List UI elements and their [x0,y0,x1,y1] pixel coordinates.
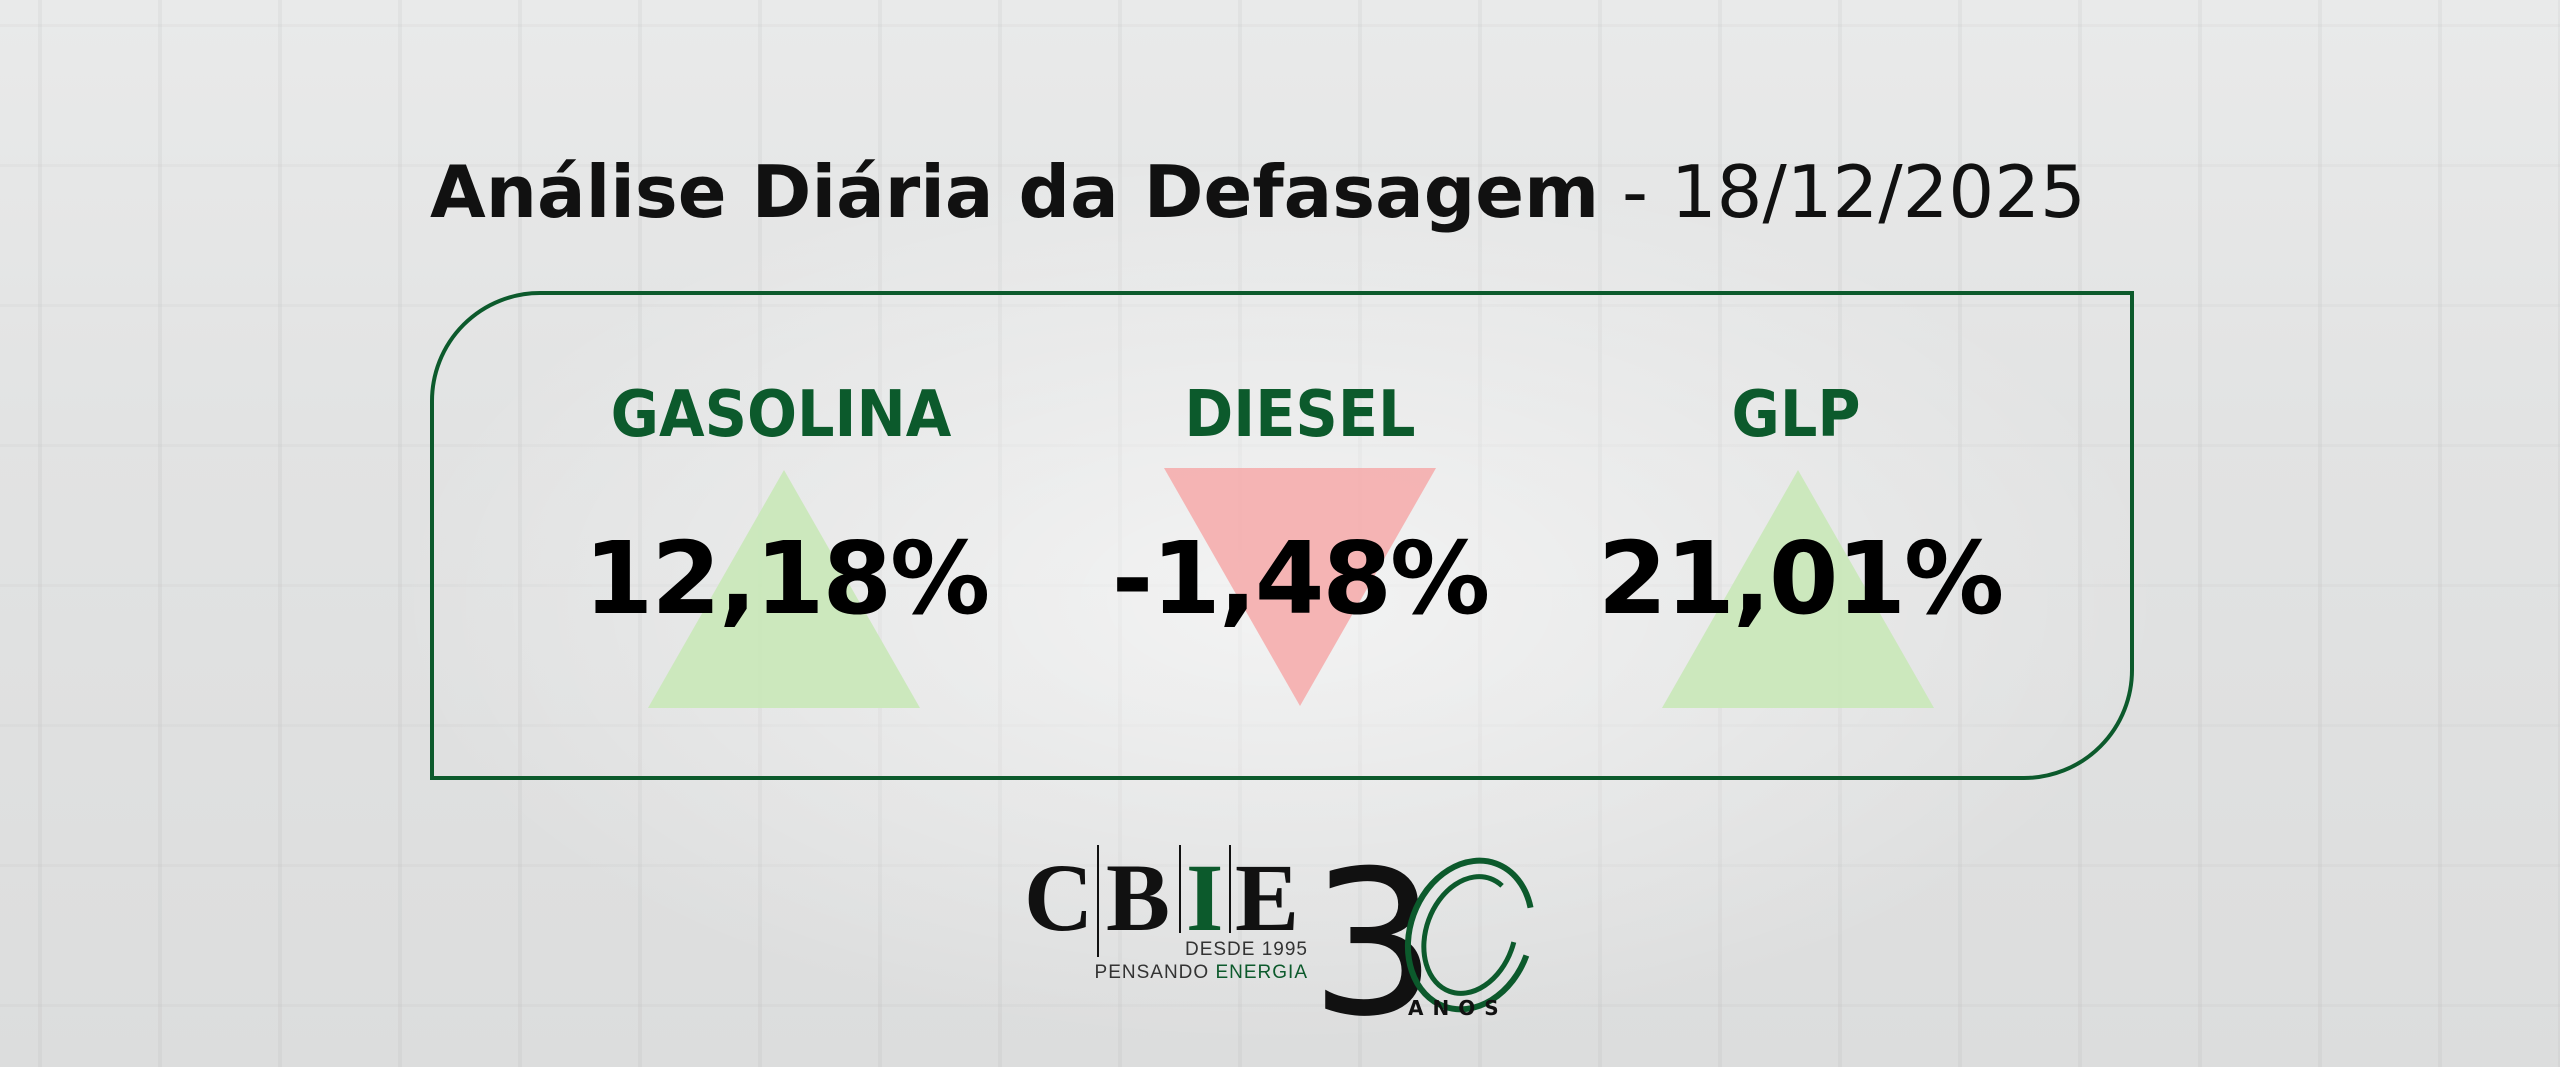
fuel-value-glp: 21,01% [1597,520,2005,637]
svg-text:ANOS: ANOS [1408,996,1508,1020]
up-arrow-icon [1662,470,1934,708]
up-arrow-icon [648,470,920,708]
fuel-value-diesel: -1,48% [1111,520,1490,637]
fuel-label-glp: GLP [1731,378,1861,452]
svg-text:E: E [1235,844,1299,951]
fuel-label-diesel: DIESEL [1184,378,1416,452]
fuel-panel [430,291,2134,780]
fuel-value-gasolina: 12,18% [583,520,991,637]
report-date: 18/12/2025 [1670,150,2086,234]
svg-text:PENSANDO ENERGIA: PENSANDO ENERGIA [1095,962,1308,983]
down-arrow-icon [1164,468,1436,706]
svg-text:3: 3 [1310,835,1437,1030]
fuel-label-gasolina: GASOLINA [610,378,952,452]
svg-text:DESDE 1995: DESDE 1995 [1185,939,1308,960]
svg-text:B: B [1106,844,1170,951]
svg-text:C: C [1024,844,1093,951]
page-title: Análise Diária da Defasagem - 18/12/2025 [430,150,2086,234]
cbie-30-anos-logo: C B I E DESDE 1995 PENSANDO ENERGIA 3 AN… [1024,835,1536,1030]
svg-text:I: I [1186,844,1223,951]
